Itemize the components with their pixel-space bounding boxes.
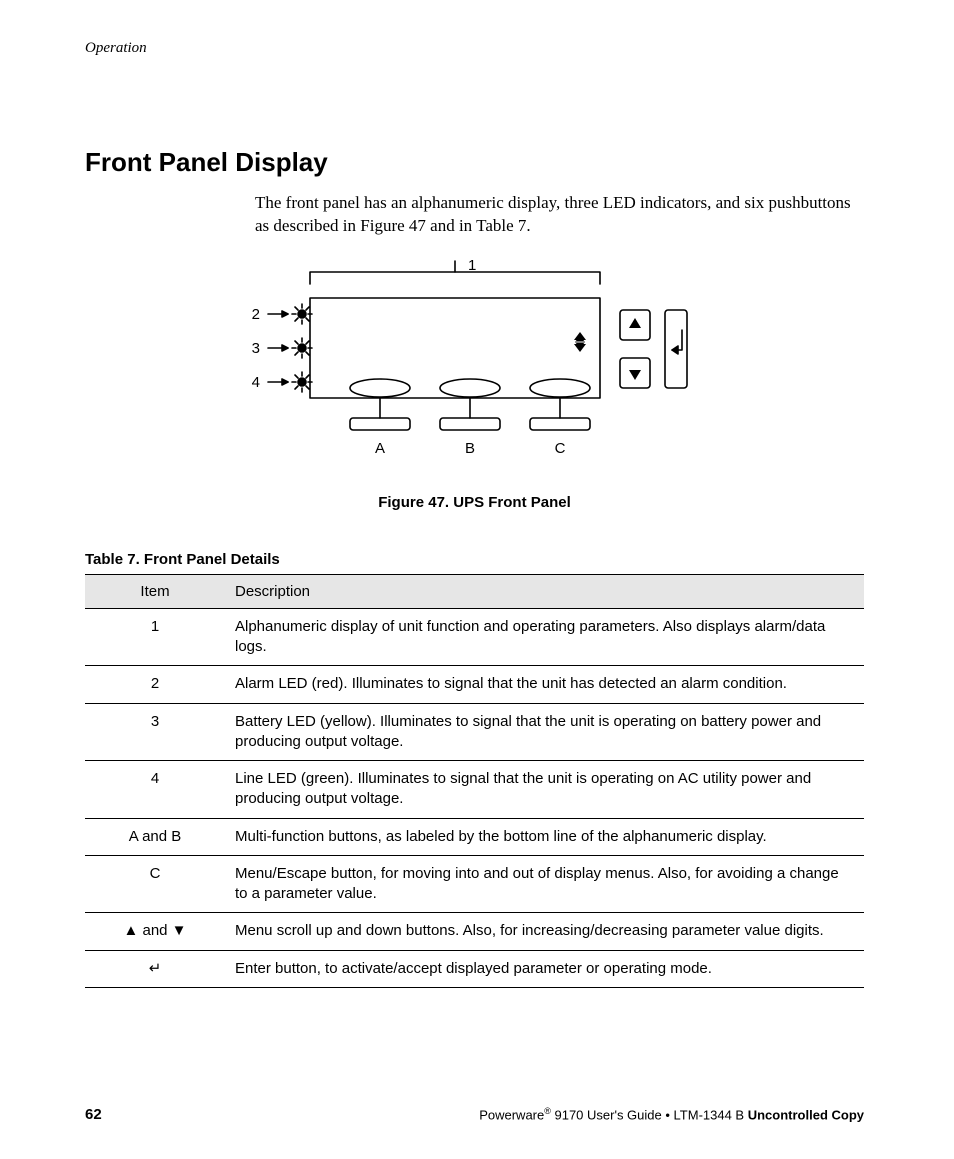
callout-B: B: [464, 440, 474, 457]
section-title: Front Panel Display: [85, 147, 864, 178]
callout-2: 2: [251, 306, 259, 323]
table-row: A and BMulti-function buttons, as labele…: [85, 818, 864, 855]
callout-4: 4: [251, 374, 259, 391]
ups-front-panel-diagram: 1 2 3 4 A B C: [240, 258, 710, 478]
table-row: 3Battery LED (yellow). Illuminates to si…: [85, 703, 864, 761]
callout-3: 3: [251, 340, 259, 357]
figure-47: 1 2 3 4 A B C Figure 47. UPS Front Panel: [85, 258, 864, 511]
callout-C: C: [554, 440, 565, 457]
table-row: ↵Enter button, to activate/accept displa…: [85, 950, 864, 987]
table-row: 1Alphanumeric display of unit function a…: [85, 608, 864, 666]
callout-1: 1: [468, 258, 476, 274]
table-title: Table 7. Front Panel Details: [85, 551, 864, 568]
intro-paragraph: The front panel has an alphanumeric disp…: [255, 192, 854, 238]
col-description: Description: [225, 574, 864, 608]
table-row: ▲ and ▼Menu scroll up and down buttons. …: [85, 913, 864, 950]
page-number: 62: [85, 1106, 102, 1123]
page-footer: 62 Powerware® 9170 User's Guide • LTM-13…: [85, 1106, 864, 1123]
callout-A: A: [374, 440, 384, 457]
front-panel-details-table: Item Description 1Alphanumeric display o…: [85, 574, 864, 988]
running-header: Operation: [85, 40, 864, 57]
table-row: CMenu/Escape button, for moving into and…: [85, 855, 864, 913]
footer-text: Powerware® 9170 User's Guide • LTM-1344 …: [479, 1106, 864, 1122]
table-row: 4Line LED (green). Illuminates to signal…: [85, 761, 864, 819]
table-row: 2Alarm LED (red). Illuminates to signal …: [85, 666, 864, 703]
figure-caption: Figure 47. UPS Front Panel: [85, 494, 864, 511]
col-item: Item: [85, 574, 225, 608]
